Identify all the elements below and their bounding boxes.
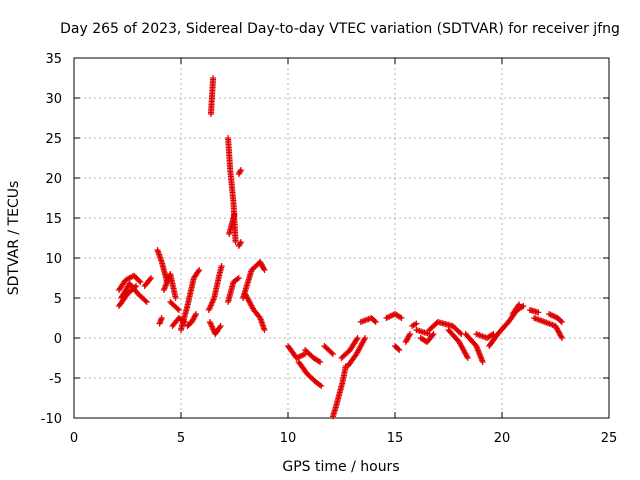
y-tick-label: -5 [49, 372, 62, 387]
chart-title: Day 265 of 2023, Sidereal Day-to-day VTE… [60, 21, 620, 37]
x-tick-label: 20 [494, 431, 511, 446]
y-tick-label: 5 [54, 292, 62, 307]
y-tick-label: 10 [45, 252, 62, 267]
y-tick-label: 20 [45, 172, 62, 187]
y-tick-label: -10 [41, 412, 62, 427]
data-points [116, 75, 565, 419]
axes: 0 5 10 15 20 25 -10 -5 0 5 10 15 20 25 30 35 [41, 52, 618, 446]
y-tick-label: 25 [45, 132, 62, 147]
y-tick-label: 30 [45, 92, 62, 107]
data-point [535, 309, 541, 315]
x-axis-label: GPS time / hours [282, 459, 399, 475]
y-axis-label: SDTVAR / TECUs [6, 181, 22, 296]
x-tick-label: 15 [387, 431, 404, 446]
grid [74, 58, 609, 418]
x-tick-label: 5 [177, 431, 185, 446]
y-tick-label: 35 [45, 52, 62, 67]
y-tick-label: 0 [54, 332, 62, 347]
chart: Day 265 of 2023, Sidereal Day-to-day VTE… [0, 0, 640, 480]
plot-frame [74, 58, 609, 418]
x-tick-label: 25 [601, 431, 618, 446]
x-tick-label: 0 [70, 431, 78, 446]
x-tick-label: 10 [280, 431, 297, 446]
y-tick-label: 15 [45, 212, 62, 227]
